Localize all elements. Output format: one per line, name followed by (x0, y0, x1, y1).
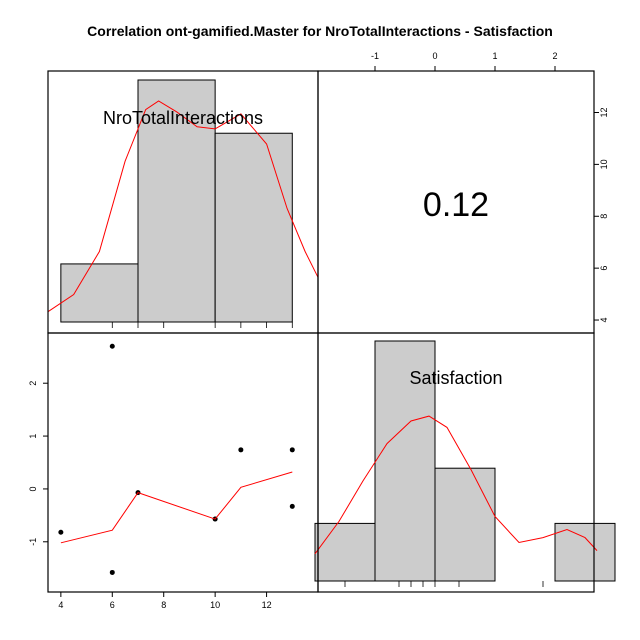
x-axis-top-tick-label: 2 (552, 51, 557, 61)
y-axis-right-tick-label: 10 (599, 159, 609, 169)
scatter-point (289, 503, 295, 509)
histogram-bar-nrototalinteractions (137, 79, 216, 323)
x-axis-bottom-tick-label: 4 (58, 600, 63, 610)
y-axis-right-tick-label: 8 (599, 214, 609, 219)
panel-bottom-left (47, 332, 319, 593)
correlation-value: 0.12 (423, 186, 489, 224)
scatter-point (109, 569, 115, 575)
histogram-bar-satisfaction (374, 340, 436, 582)
y-axis-left-tick-label: 0 (28, 486, 38, 491)
x-axis-bottom-tick-label: 10 (210, 600, 220, 610)
y-axis-left-tick-label: 1 (28, 434, 38, 439)
x-axis-top-tick-label: 0 (432, 51, 437, 61)
scatter-point (238, 447, 244, 453)
histogram-bar-satisfaction (434, 467, 496, 582)
histogram-bar-satisfaction (314, 522, 376, 582)
panel-bottom-right (317, 332, 595, 593)
scatter-point (58, 529, 64, 535)
y-axis-left-tick-label: 2 (28, 381, 38, 386)
x-axis-bottom-tick-label: 6 (110, 600, 115, 610)
lowess-smoother-line (60, 471, 293, 544)
x-axis-bottom-tick-label: 12 (262, 600, 272, 610)
histogram-bar-nrototalinteractions (60, 263, 139, 323)
density-curve-satisfaction (314, 415, 598, 555)
y-axis-left-tick-label: -1 (28, 538, 38, 546)
histogram-bar-satisfaction (554, 522, 616, 582)
y-axis-right-tick-label: 12 (599, 107, 609, 117)
diagonal-label-satisfaction: Satisfaction (409, 368, 502, 388)
chart-title: Correlation ont-gamified.Master for NroT… (87, 23, 553, 39)
x-axis-bottom-tick-label: 8 (161, 600, 166, 610)
x-axis-top-tick-label: -1 (371, 51, 379, 61)
y-axis-right-tick-label: 6 (599, 266, 609, 271)
density-curve-nrototalinteractions (47, 100, 319, 313)
diagonal-label-nrototalinteractions: NroTotalInteractions (103, 108, 263, 128)
y-axis-right-tick-label: 4 (599, 318, 609, 323)
scatter-point (289, 447, 295, 453)
x-axis-top-tick-label: 1 (492, 51, 497, 61)
scatter-point (109, 343, 115, 349)
histogram-bar-nrototalinteractions (214, 132, 293, 323)
